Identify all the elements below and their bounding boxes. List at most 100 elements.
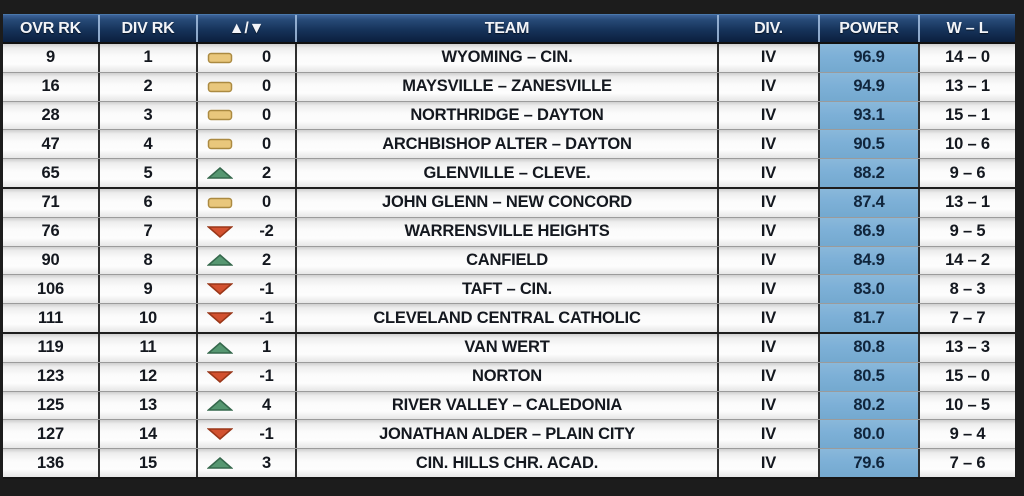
team-cell: MAYSVILLE – ZANESVILLE	[297, 72, 719, 101]
down-arrow-icon	[206, 428, 234, 441]
division-cell: IV	[719, 101, 820, 130]
win-loss-cell: 13 – 1	[920, 188, 1015, 217]
overall-rank-cell: 125	[3, 391, 100, 420]
change-cell: -1	[198, 275, 297, 304]
power-rating-cell: 86.9	[820, 217, 920, 246]
header-team: TEAM	[297, 15, 719, 42]
win-loss-cell: 9 – 4	[920, 420, 1015, 449]
team-cell: CIN. HILLS CHR. ACAD.	[297, 449, 719, 477]
table-row: 71 6 0 JOHN GLENN – NEW CONCORD IV 87.4 …	[3, 186, 1015, 217]
overall-rank-cell: 136	[3, 449, 100, 477]
division-rank-cell: 9	[100, 275, 198, 304]
overall-rank-cell: 47	[3, 130, 100, 159]
win-loss-cell: 10 – 5	[920, 391, 1015, 420]
table-row: 28 3 0 NORTHRIDGE – DAYTON IV 93.1 15 – …	[3, 100, 1015, 130]
change-value: 3	[262, 453, 271, 472]
division-cell: IV	[719, 159, 820, 187]
down-arrow-icon	[206, 283, 234, 296]
division-cell: IV	[719, 217, 820, 246]
division-rank-cell: 8	[100, 246, 198, 275]
table-row: 9 1 0 WYOMING – CIN. IV 96.9 14 – 0	[3, 44, 1015, 72]
win-loss-cell: 13 – 3	[920, 333, 1015, 362]
division-rank-cell: 6	[100, 188, 198, 217]
header-overall-rank: OVR RK	[3, 15, 100, 42]
division-cell: IV	[719, 72, 820, 101]
division-cell: IV	[719, 420, 820, 449]
division-rank-cell: 1	[100, 44, 198, 72]
overall-rank-cell: 28	[3, 101, 100, 130]
division-cell: IV	[719, 362, 820, 391]
table-row: 127 14 -1 JONATHAN ALDER – PLAIN CITY IV…	[3, 419, 1015, 449]
win-loss-cell: 7 – 7	[920, 304, 1015, 332]
no-change-icon	[207, 51, 233, 64]
table-row: 106 9 -1 TAFT – CIN. IV 83.0 8 – 3	[3, 274, 1015, 304]
win-loss-cell: 9 – 5	[920, 217, 1015, 246]
power-rating-cell: 87.4	[820, 188, 920, 217]
division-rank-cell: 10	[100, 304, 198, 332]
power-rating-cell: 94.9	[820, 72, 920, 101]
power-rating-cell: 80.8	[820, 333, 920, 362]
change-cell: 0	[198, 101, 297, 130]
overall-rank-cell: 76	[3, 217, 100, 246]
division-cell: IV	[719, 188, 820, 217]
overall-rank-cell: 111	[3, 304, 100, 332]
win-loss-cell: 13 – 1	[920, 72, 1015, 101]
team-cell: ARCHBISHOP ALTER – DAYTON	[297, 130, 719, 159]
team-cell: VAN WERT	[297, 333, 719, 362]
change-value: -1	[259, 308, 274, 327]
power-rating-cell: 80.5	[820, 362, 920, 391]
team-cell: JONATHAN ALDER – PLAIN CITY	[297, 420, 719, 449]
change-value: -1	[259, 424, 274, 443]
power-rating-cell: 83.0	[820, 275, 920, 304]
change-value: 4	[262, 395, 271, 414]
change-cell: 0	[198, 72, 297, 101]
change-value: -2	[259, 222, 274, 241]
change-cell: 4	[198, 391, 297, 420]
team-cell: GLENVILLE – CLEVE.	[297, 159, 719, 187]
change-cell: 2	[198, 246, 297, 275]
change-value: 2	[262, 163, 271, 182]
table-row: 76 7 -2 WARRENSVILLE HEIGHTS IV 86.9 9 –…	[3, 216, 1015, 246]
power-rating-cell: 88.2	[820, 159, 920, 187]
win-loss-cell: 7 – 6	[920, 449, 1015, 477]
change-cell: 1	[198, 333, 297, 362]
overall-rank-cell: 65	[3, 159, 100, 187]
table-row: 90 8 2 CANFIELD IV 84.9 14 – 2	[3, 245, 1015, 275]
table-row: 125 13 4 RIVER VALLEY – CALEDONIA IV 80.…	[3, 390, 1015, 420]
power-rating-cell: 79.6	[820, 449, 920, 477]
division-rank-cell: 4	[100, 130, 198, 159]
change-cell: 0	[198, 44, 297, 72]
team-cell: RIVER VALLEY – CALEDONIA	[297, 391, 719, 420]
change-cell: 0	[198, 130, 297, 159]
header-win-loss: W – L	[946, 19, 989, 37]
change-value: 2	[262, 250, 271, 269]
team-cell: WARRENSVILLE HEIGHTS	[297, 217, 719, 246]
change-value: 0	[262, 134, 271, 153]
power-rating-cell: 93.1	[820, 101, 920, 130]
table-body: 9 1 0 WYOMING – CIN. IV 96.9 14 – 0 1 6 2…	[3, 44, 1015, 477]
change-value: -1	[259, 367, 274, 386]
no-change-icon	[207, 196, 233, 209]
header-division-rank: DIV RK	[100, 15, 198, 42]
division-cell: IV	[719, 275, 820, 304]
division-cell: IV	[719, 333, 820, 362]
up-arrow-icon	[206, 341, 234, 354]
division-rank-cell: 14	[100, 420, 198, 449]
down-arrow-icon	[206, 370, 234, 383]
team-cell: WYOMING – CIN.	[297, 44, 719, 72]
win-loss-cell: 14 – 2	[920, 246, 1015, 275]
overall-rank-cell: 119	[3, 333, 100, 362]
no-change-icon	[207, 138, 233, 151]
change-cell: 0	[198, 188, 297, 217]
change-value: 0	[262, 193, 271, 212]
division-rank-cell: 13	[100, 391, 198, 420]
power-rating-cell: 84.9	[820, 246, 920, 275]
team-cell: CANFIELD	[297, 246, 719, 275]
change-value: 1	[262, 338, 271, 357]
up-arrow-icon	[206, 457, 234, 470]
team-cell: NORTHRIDGE – DAYTON	[297, 101, 719, 130]
table-row: 119 11 1 VAN WERT IV 80.8 13 – 3	[3, 331, 1015, 362]
division-cell: IV	[719, 449, 820, 477]
division-cell: IV	[719, 130, 820, 159]
rankings-table: OVR RK DIV RK ▲/▼ TEAM DIV. POWER W – L …	[3, 14, 1015, 479]
